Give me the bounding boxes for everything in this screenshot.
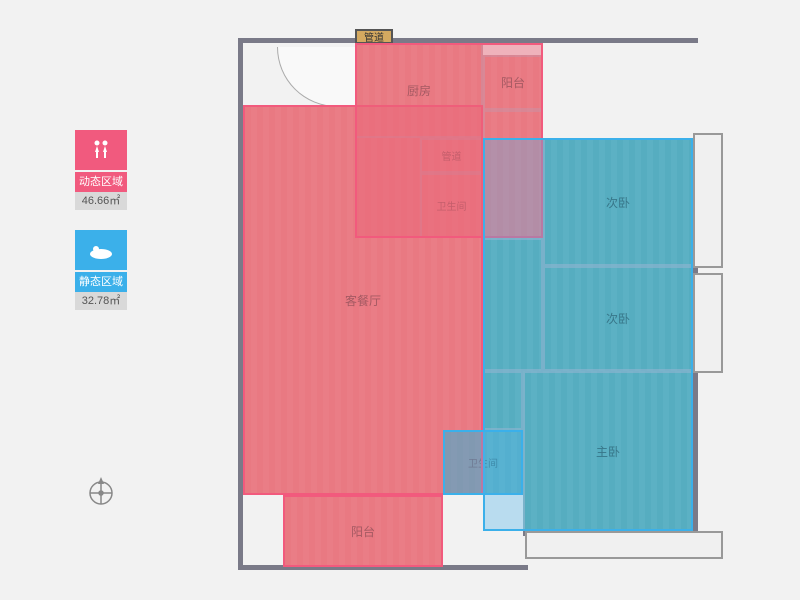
room-master-label: 主卧	[596, 443, 620, 460]
balcony-right-1	[693, 133, 723, 268]
room-bedroom2a-label: 次卧	[606, 194, 630, 211]
legend-static-label: 静态区域	[75, 272, 127, 292]
legend-dynamic-value: 46.66㎡	[75, 192, 127, 210]
legend-dynamic: 动态区域 46.66㎡	[75, 130, 127, 210]
pipe-label: 管道	[364, 29, 384, 44]
pipe-top: 管道	[355, 29, 393, 44]
room-bath1-label: 卫生间	[437, 198, 467, 213]
room-bedroom2a: 次卧	[543, 138, 693, 266]
room-bath1: 卫生间	[420, 173, 483, 238]
room-corridor: 管道	[420, 138, 483, 173]
room-corridor-label: 管道	[442, 148, 462, 163]
legend-dynamic-label: 动态区域	[75, 172, 127, 192]
room-corridor3	[483, 371, 523, 430]
legend-static-value: 32.78㎡	[75, 292, 127, 310]
balcony-bottom-outer	[525, 531, 723, 559]
legend-panel: 动态区域 46.66㎡ 静态区域 32.78㎡	[75, 130, 127, 330]
floorplan: 管道 客餐厅 厨房 阳台 管道 卫生间 次卧 次卧 主卧 卫生间 阳台	[225, 25, 765, 585]
room-living-label: 客餐厅	[345, 292, 381, 309]
room-bath2: 卫生间	[443, 430, 523, 495]
room-bath2-label: 卫生间	[468, 455, 498, 470]
room-balcony-bottom-label: 阳台	[351, 523, 375, 540]
legend-static-icon	[75, 230, 127, 270]
room-master: 主卧	[523, 371, 693, 531]
room-balcony-bottom: 阳台	[283, 495, 443, 567]
room-corridor2	[483, 238, 543, 371]
balcony-right-2	[693, 273, 723, 373]
room-bedroom2b-label: 次卧	[606, 310, 630, 327]
compass-icon	[85, 475, 117, 512]
room-balcony-top-label: 阳台	[501, 74, 525, 91]
room-kitchen: 厨房	[355, 43, 483, 138]
legend-static: 静态区域 32.78㎡	[75, 230, 127, 310]
room-balcony-top: 阳台	[483, 55, 543, 110]
legend-dynamic-icon	[75, 130, 127, 170]
room-bedroom2b: 次卧	[543, 266, 693, 371]
room-kitchen-label: 厨房	[407, 82, 431, 99]
room-passage	[483, 110, 543, 238]
